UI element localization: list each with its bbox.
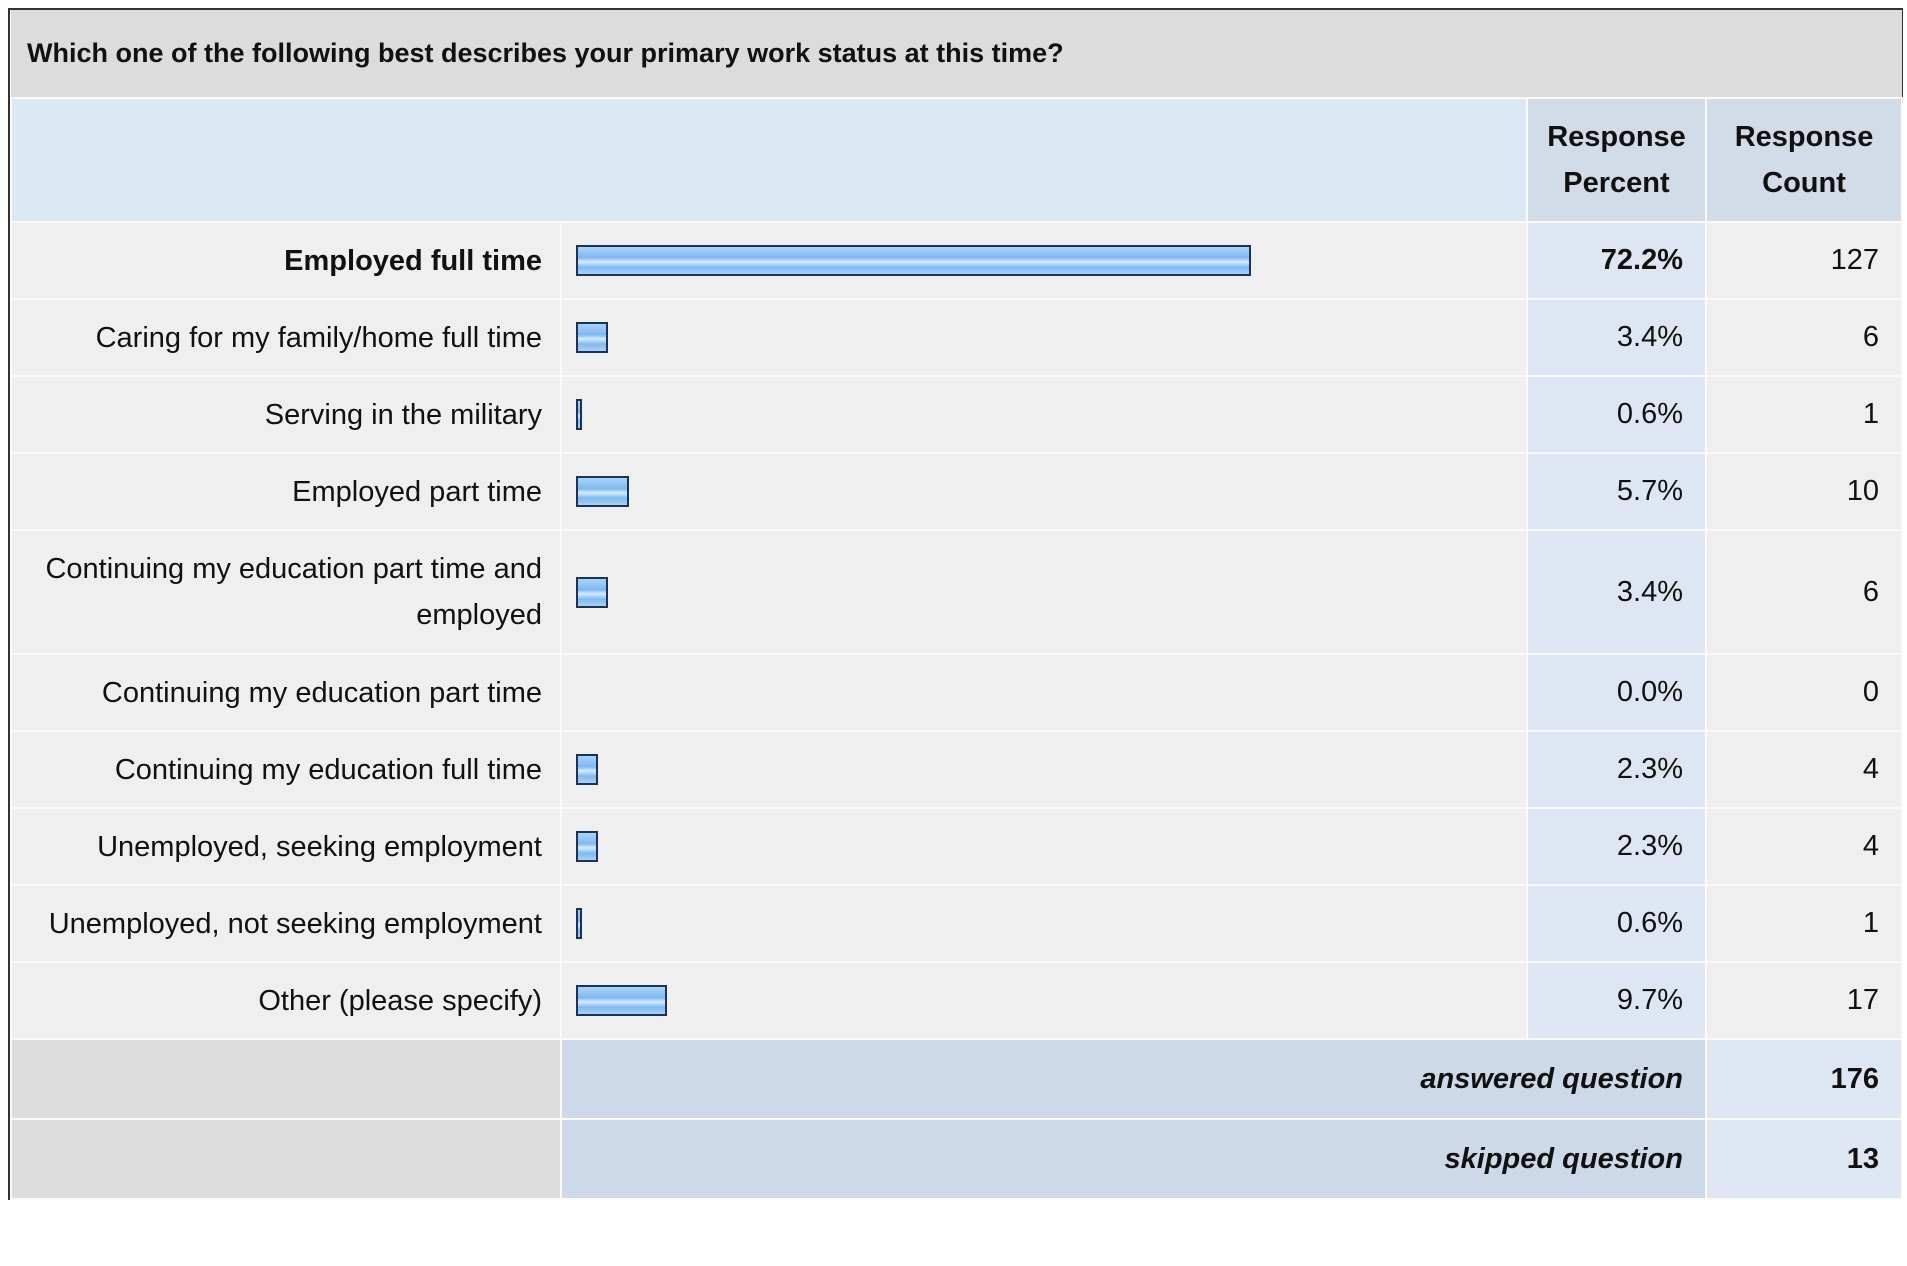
answer-label: Caring for my family/home full time <box>10 298 562 377</box>
response-row: Continuing my education full time 2.3% 4 <box>10 730 1904 809</box>
response-row: Unemployed, seeking employment 2.3% 4 <box>10 807 1904 886</box>
response-percent: 5.7% <box>1526 452 1707 531</box>
answer-label: Continuing my education part time and em… <box>10 529 562 655</box>
response-count: 1 <box>1704 884 1904 963</box>
answer-label: Serving in the military <box>10 375 562 454</box>
answer-label: Continuing my education part time <box>10 653 562 732</box>
answer-label: Continuing my education full time <box>10 730 562 809</box>
response-count: 0 <box>1704 653 1904 732</box>
answer-label: Employed part time <box>10 452 562 531</box>
bar-cell <box>560 807 1528 886</box>
header-count: Response Count <box>1704 97 1904 223</box>
survey-table: Which one of the following best describe… <box>8 8 1904 1200</box>
footer-label: answered question <box>560 1038 1707 1120</box>
response-count: 17 <box>1704 961 1904 1040</box>
response-percent: 2.3% <box>1526 807 1707 886</box>
response-percent: 3.4% <box>1526 529 1707 655</box>
response-count: 6 <box>1704 529 1904 655</box>
response-row: Continuing my education part time and em… <box>10 529 1904 655</box>
response-percent: 0.6% <box>1526 884 1707 963</box>
response-count: 6 <box>1704 298 1904 377</box>
response-percent: 0.6% <box>1526 375 1707 454</box>
response-percent: 72.2% <box>1526 221 1707 300</box>
bar-cell <box>560 221 1528 300</box>
answer-label: Unemployed, seeking employment <box>10 807 562 886</box>
response-count: 1 <box>1704 375 1904 454</box>
bar-cell <box>560 452 1528 531</box>
header-row: Response Percent Response Count <box>10 97 1904 223</box>
response-row: Serving in the military 0.6% 1 <box>10 375 1904 454</box>
response-percent: 0.0% <box>1526 653 1707 732</box>
title-row: Which one of the following best describe… <box>11 10 1903 98</box>
answer-label: Other (please specify) <box>10 961 562 1040</box>
percent-bar <box>576 754 598 785</box>
footer-blank <box>10 1038 562 1120</box>
response-row: Employed full time 72.2% 127 <box>10 221 1904 300</box>
percent-bar <box>576 985 667 1016</box>
footer-row: skipped question 13 <box>10 1118 1904 1200</box>
bar-cell <box>560 298 1528 377</box>
bar-cell <box>560 375 1528 454</box>
response-row: Caring for my family/home full time 3.4% 6 <box>10 298 1904 377</box>
header-percent: Response Percent <box>1526 97 1707 223</box>
response-row: Other (please specify) 9.7% 17 <box>10 961 1904 1040</box>
results-table: Which one of the following best describe… <box>10 10 1904 1200</box>
percent-bar <box>576 831 598 862</box>
response-count: 4 <box>1704 730 1904 809</box>
footer-label: skipped question <box>560 1118 1707 1200</box>
question-title: Which one of the following best describe… <box>11 10 1903 98</box>
response-row: Employed part time 5.7% 10 <box>10 452 1904 531</box>
table-body: Which one of the following best describe… <box>10 10 1904 1200</box>
percent-bar <box>576 576 608 608</box>
bar-cell <box>560 730 1528 809</box>
percent-bar <box>576 476 630 507</box>
response-row: Continuing my education part time 0.0% 0 <box>10 653 1904 732</box>
bar-cell <box>560 884 1528 963</box>
response-percent: 3.4% <box>1526 298 1707 377</box>
footer-row: answered question 176 <box>10 1038 1904 1120</box>
footer-value: 176 <box>1704 1038 1904 1120</box>
answer-label: Unemployed, not seeking employment <box>10 884 562 963</box>
footer-blank <box>10 1118 562 1200</box>
response-count: 10 <box>1704 452 1904 531</box>
response-row: Unemployed, not seeking employment 0.6% 1 <box>10 884 1904 963</box>
percent-bar <box>576 399 582 430</box>
bar-cell <box>560 653 1528 732</box>
response-count: 4 <box>1704 807 1904 886</box>
bar-cell <box>560 529 1528 655</box>
response-percent: 2.3% <box>1526 730 1707 809</box>
response-percent: 9.7% <box>1526 961 1707 1040</box>
response-count: 127 <box>1704 221 1904 300</box>
footer-value: 13 <box>1704 1118 1904 1200</box>
percent-bar <box>576 908 582 939</box>
answer-label: Employed full time <box>10 221 562 300</box>
percent-bar <box>576 322 608 353</box>
header-blank <box>10 97 1528 223</box>
bar-cell <box>560 961 1528 1040</box>
percent-bar <box>576 245 1252 276</box>
